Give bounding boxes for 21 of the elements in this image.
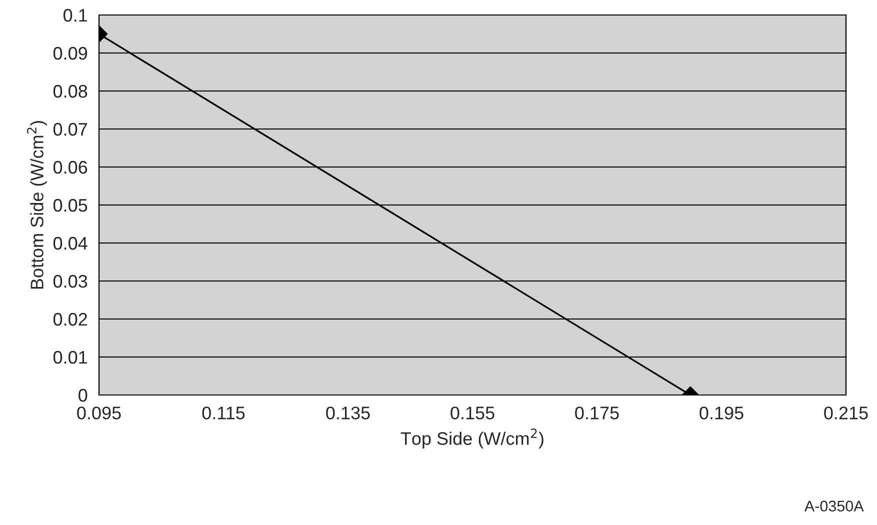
y-tick-label: 0.02 [53,312,87,326]
y-axis-title: Bottom Side (W/cm$^{2}$) [26,121,48,289]
x-axis-title: Top Side (W/cm$^{2}$) [400,428,544,449]
y-tick-label: 0.05 [53,198,88,212]
x-tick-label: 0.215 [824,406,868,420]
text: A-0350A [804,500,864,512]
y-tick-label: 0.1 [63,8,88,22]
x-tick-label: 0.135 [326,406,370,420]
y-tick-label: 0.01 [53,350,88,364]
x-tick-label: 0.195 [700,406,744,420]
y-tick-label: 0.06 [53,160,88,174]
y-tick-label: 0.03 [53,274,88,288]
y-tick-label: 0.04 [53,236,88,250]
x-tick-label: 0.095 [77,406,121,420]
y-tick-label: 0.09 [53,46,88,60]
y-tick-label: 0.07 [53,122,87,136]
x-tick-label: 0.175 [575,406,619,420]
y-tick-label: 0 [78,388,88,402]
x-tick-label: 0.115 [202,406,245,420]
y-tick-label: 0.08 [53,84,88,98]
x-tick-label: 0.155 [450,406,494,420]
